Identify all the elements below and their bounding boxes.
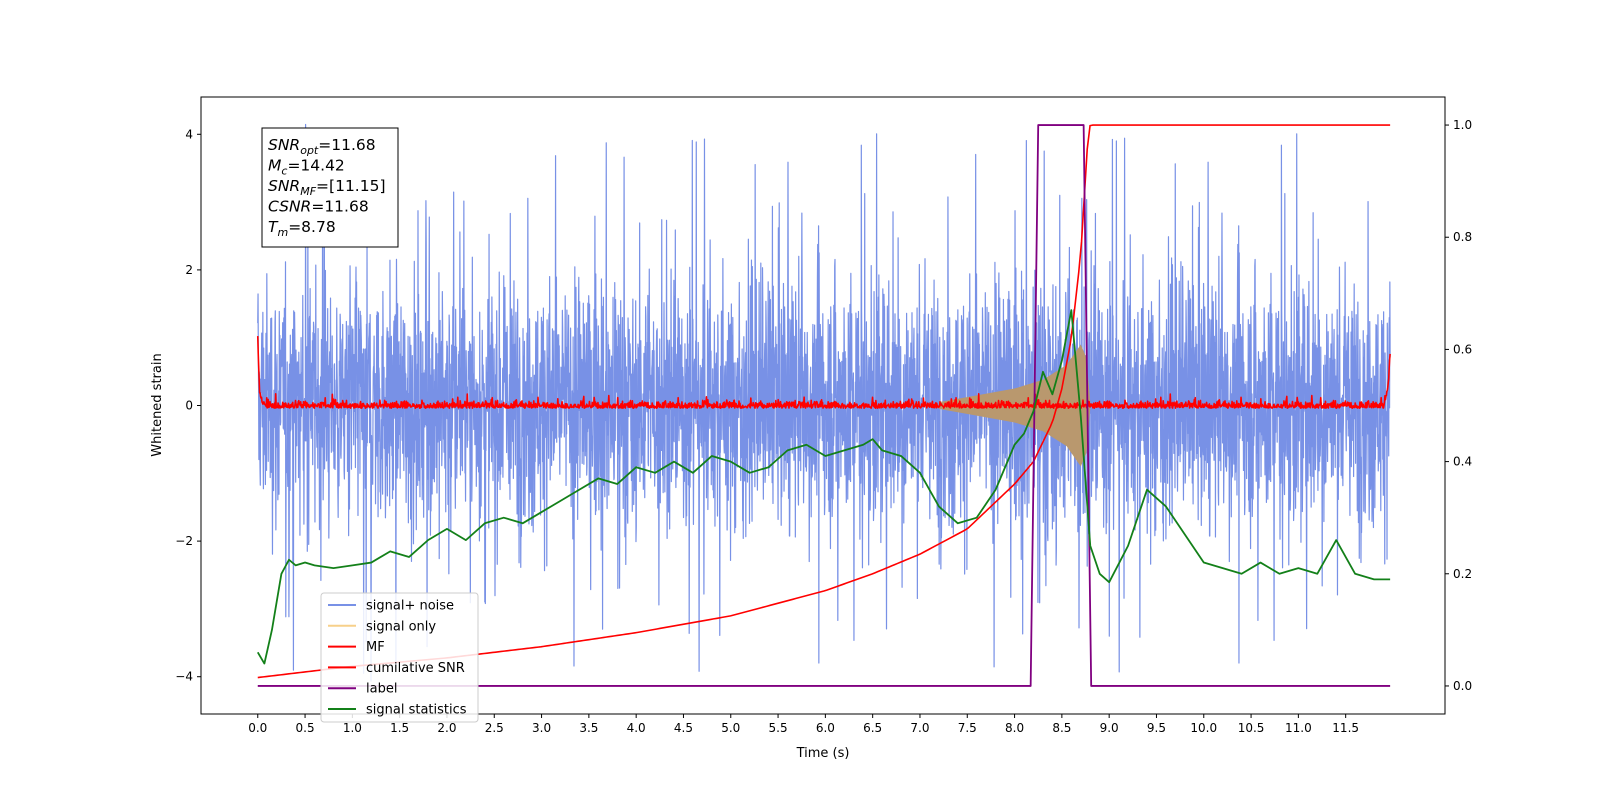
x-tick-label: 9.0 [1100,721,1119,735]
annotation-line: SNRopt=11.68 [268,136,376,157]
legend-label: label [366,682,397,697]
x-tick-label: 1.5 [390,721,409,735]
x-tick-label: 5.5 [769,721,788,735]
y-tick-label: 2 [185,263,193,277]
x-tick-label: 7.5 [958,721,977,735]
x-tick-label: 1.0 [343,721,362,735]
y-tick-label: 4 [185,127,193,141]
y2-tick-label: 1.0 [1453,118,1472,132]
y-axis-label: Whitened strain [150,353,165,456]
x-tick-label: 4.0 [627,721,646,735]
x-tick-label: 5.0 [721,721,740,735]
series-label-line [257,124,1391,687]
series-mf-line [256,336,1391,410]
legend-label: signal statistics [366,703,467,718]
y-tick-label: −2 [175,534,193,548]
x-axis: 0.0 0.5 1.0 1.5 2.0 2.5 3.0 3.5 4.0 4.5 5.0 5.5 6.0 6… [248,714,1359,735]
annotation-frame [261,127,399,248]
legend-label: cumilative SNR [366,661,465,676]
x-tick-label: 3.5 [579,721,598,735]
stats-annotation: SNRopt=11.68Mc=14.42SNRMF=[11.15]CSNR=11… [261,127,399,248]
y2-tick-label: 0.0 [1453,679,1472,693]
y2-tick-label: 0.2 [1453,567,1472,581]
x-tick-label: 9.5 [1147,721,1166,735]
y2-tick-label: 0.8 [1453,230,1472,244]
x-tick-label: 4.5 [674,721,693,735]
x-axis-label: Time (s) [796,746,850,761]
x-tick-label: 10.5 [1238,721,1265,735]
y-tick-label: −4 [175,670,193,684]
series-signal-noise-line [257,123,1391,682]
legend: signal+ noise signal only MF cumilative SNR… [320,592,479,723]
x-tick-label: 11.5 [1332,721,1359,735]
x-tick-label: 0.0 [248,721,267,735]
legend-frame [320,592,479,723]
x-tick-label: 0.5 [296,721,315,735]
y-tick-label: 0 [185,399,193,413]
y-axis-right: 1.0 0.8 0.6 0.4 0.2 0.0 [1445,118,1472,693]
x-tick-label: 6.5 [863,721,882,735]
x-tick-label: 8.0 [1005,721,1024,735]
x-tick-label: 8.5 [1052,721,1071,735]
x-tick-label: 10.0 [1190,721,1217,735]
y-axis-left: 4 2 0 −2 −4 [175,127,201,684]
x-tick-label: 6.0 [816,721,835,735]
x-tick-label: 2.0 [437,721,456,735]
x-tick-label: 11.0 [1285,721,1312,735]
y2-tick-label: 0.6 [1453,342,1472,356]
annotation-line: Mc=14.42 [268,157,345,178]
x-tick-label: 7.0 [910,721,929,735]
annotation-line: CSNR=11.68 [268,198,369,216]
legend-label: signal+ noise [366,599,454,614]
series-signal-statistics-line [256,309,1391,665]
x-tick-label: 2.5 [485,721,504,735]
x-tick-label: 3.0 [532,721,551,735]
y2-tick-label: 0.4 [1453,455,1472,469]
legend-label: MF [366,640,385,655]
legend-label: signal only [366,619,436,634]
annotation-line: SNRMF=[11.15] [268,177,386,198]
annotation-line: Tm=8.78 [268,218,336,239]
